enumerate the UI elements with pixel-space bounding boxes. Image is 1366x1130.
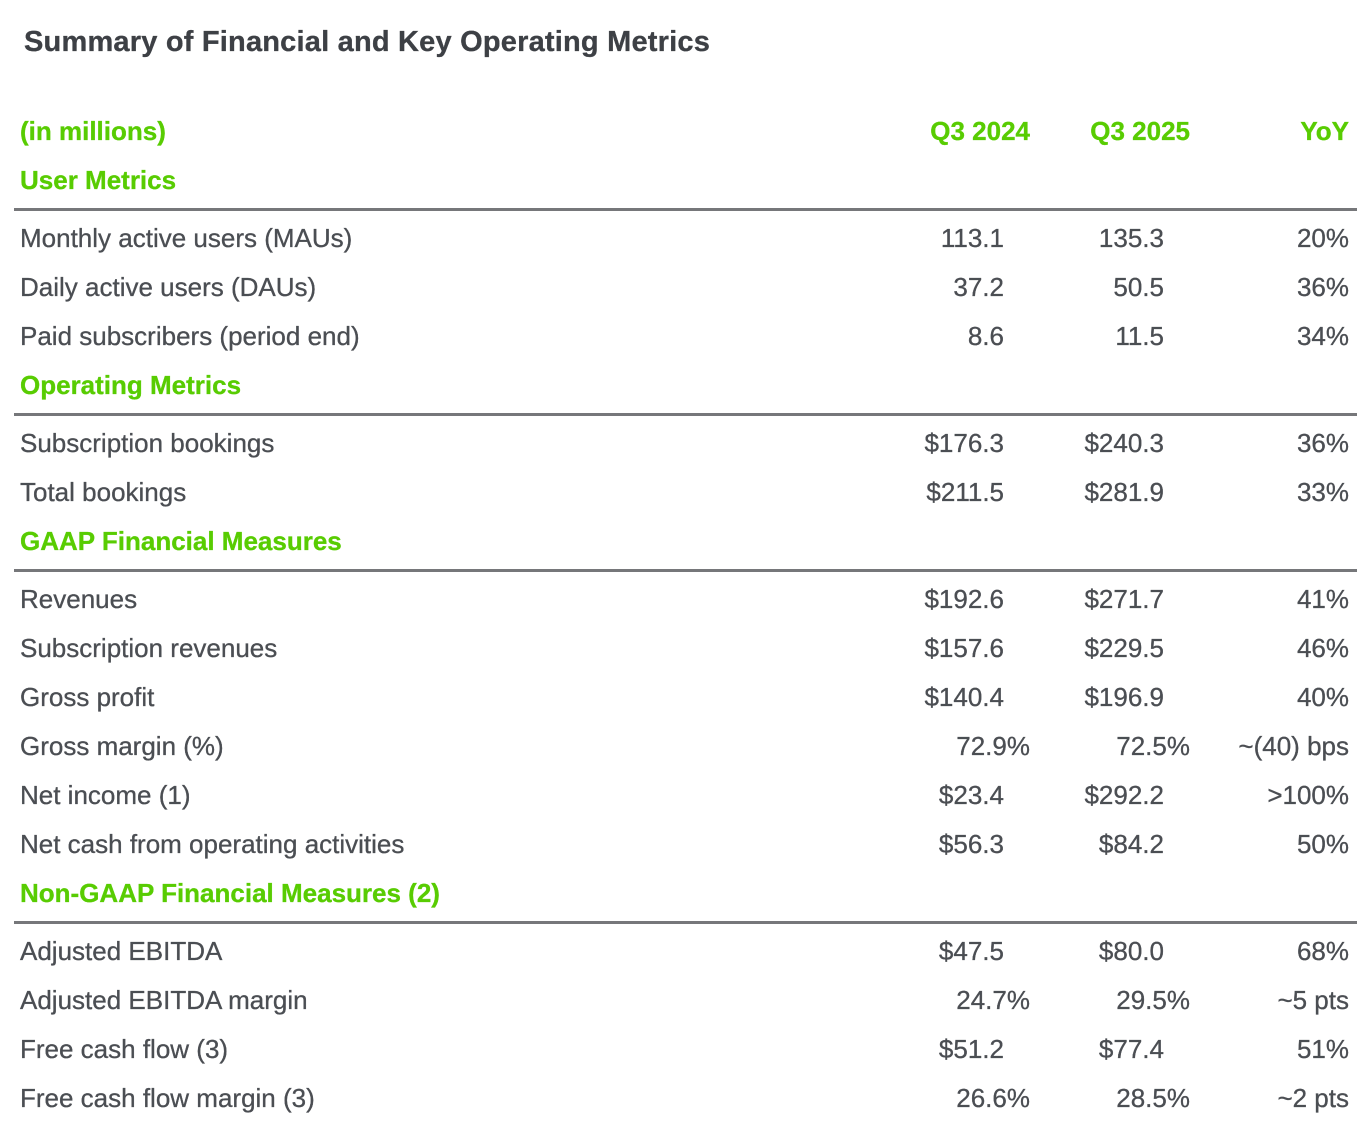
row-label: Subscription bookings	[20, 428, 275, 458]
row-label: Paid subscribers (period end)	[20, 321, 360, 351]
value-q3-2024: $192.6	[924, 584, 1004, 614]
row-label: Total bookings	[20, 477, 187, 507]
value-q3-2024: 37.2	[953, 272, 1004, 302]
value-q3-2024: 26.6%	[956, 1083, 1030, 1113]
row-label: Net cash from operating activities	[20, 829, 405, 859]
section-divider	[14, 921, 1357, 924]
value-yoy: >100%	[1267, 780, 1349, 810]
value-yoy: 36%	[1296, 428, 1349, 458]
table-row: Gross margin (%) 72.9% 72.5% ~(40) bps	[14, 722, 1357, 771]
value-q3-2025: 72.5%	[1116, 731, 1190, 761]
value-yoy: 51%	[1296, 1034, 1349, 1064]
section-divider	[14, 569, 1357, 572]
value-q3-2025: $292.2	[1084, 780, 1164, 810]
value-q3-2025: 135.3	[1098, 223, 1164, 253]
section-header-user-metrics: User Metrics	[14, 156, 1357, 205]
value-q3-2024: 72.9%	[956, 731, 1030, 761]
value-yoy: 36%	[1296, 272, 1349, 302]
table-row: Adjusted EBITDA margin 24.7% 29.5% ~5 pts	[14, 976, 1357, 1025]
table-row: Daily active users (DAUs) 37.2 50.5 36%	[14, 263, 1357, 312]
row-label: Revenues	[20, 584, 138, 614]
table-row: Net income (1) $23.4 $292.2 >100%	[14, 771, 1357, 820]
value-q3-2024: $47.5	[938, 936, 1004, 966]
value-yoy: 50%	[1296, 829, 1349, 859]
row-label: Subscription revenues	[20, 633, 278, 663]
section-divider	[14, 208, 1357, 211]
value-yoy: 20%	[1296, 223, 1349, 253]
value-yoy: 68%	[1296, 936, 1349, 966]
row-label: Gross profit	[20, 682, 155, 712]
table-row: Adjusted EBITDA $47.5 $80.0 68%	[14, 927, 1357, 976]
value-q3-2025: $271.7	[1084, 584, 1164, 614]
row-label: Free cash flow margin (3)	[20, 1083, 315, 1113]
table-row: Free cash flow margin (3) 26.6% 28.5% ~2 pt…	[14, 1074, 1357, 1123]
value-q3-2025: 50.5	[1113, 272, 1164, 302]
section-divider	[14, 413, 1357, 416]
table-row: Free cash flow (3) $51.2 $77.4 51%	[14, 1025, 1357, 1074]
value-q3-2025: $281.9	[1084, 477, 1164, 507]
value-yoy: ~2 pts	[1277, 1083, 1349, 1113]
table-row: Paid subscribers (period end) 8.6 11.5 34%	[14, 312, 1357, 361]
value-q3-2025: 28.5%	[1116, 1083, 1190, 1113]
page-title: Summary of Financial and Key Operating M…	[24, 26, 711, 58]
value-yoy: ~5 pts	[1277, 985, 1349, 1015]
value-q3-2025: $229.5	[1084, 633, 1164, 663]
col-header-yoy: YoY	[1300, 116, 1349, 146]
value-q3-2024: 24.7%	[956, 985, 1030, 1015]
row-label: Gross margin (%)	[20, 731, 224, 761]
section-title: Non-GAAP Financial Measures (2)	[20, 878, 440, 908]
col-header-q3-2025: Q3 2025	[1090, 116, 1190, 146]
value-q3-2024: $56.3	[938, 829, 1004, 859]
value-q3-2024: $140.4	[924, 682, 1004, 712]
table-row: Gross profit $140.4 $196.9 40%	[14, 673, 1357, 722]
table-row: Monthly active users (MAUs) 113.1 135.3 20%	[14, 214, 1357, 263]
section-header-non-gaap-financial-measures-2: Non-GAAP Financial Measures (2)	[14, 869, 1357, 918]
value-q3-2024: $211.5	[926, 477, 1004, 507]
value-q3-2024: 113.1	[940, 223, 1004, 253]
value-q3-2025: $77.4	[1098, 1034, 1164, 1064]
metrics-table: (in millions) Q3 2024 Q3 2025 YoY User M…	[14, 107, 1357, 1123]
table-body: User Metrics Monthly active users (MAUs) 1…	[14, 156, 1357, 1123]
value-q3-2025: $196.9	[1084, 682, 1164, 712]
value-q3-2024: $157.6	[924, 633, 1004, 663]
value-yoy: 41%	[1296, 584, 1349, 614]
row-label: Adjusted EBITDA	[20, 936, 223, 966]
value-q3-2025: 11.5	[1115, 321, 1164, 351]
value-q3-2024: $51.2	[938, 1034, 1004, 1064]
value-q3-2024: 8.6	[967, 321, 1004, 351]
value-yoy: 40%	[1296, 682, 1349, 712]
col-header-q3-2024: Q3 2024	[930, 116, 1030, 146]
units-label: (in millions)	[20, 116, 166, 146]
table-row: Net cash from operating activities $56.3 $…	[14, 820, 1357, 869]
value-q3-2025: 29.5%	[1116, 985, 1190, 1015]
value-yoy: 33%	[1296, 477, 1349, 507]
table-row: Subscription bookings $176.3 $240.3 36%	[14, 419, 1357, 468]
value-q3-2025: $84.2	[1098, 829, 1164, 859]
value-q3-2024: $23.4	[938, 780, 1004, 810]
section-title: GAAP Financial Measures	[20, 526, 342, 556]
value-q3-2025: $80.0	[1098, 936, 1164, 966]
section-header-operating-metrics: Operating Metrics	[14, 361, 1357, 410]
table-row: Total bookings $211.5 $281.9 33%	[14, 468, 1357, 517]
table-row: Revenues $192.6 $271.7 41%	[14, 575, 1357, 624]
table-row: Subscription revenues $157.6 $229.5 46%	[14, 624, 1357, 673]
value-yoy: ~(40) bps	[1238, 731, 1349, 761]
value-q3-2025: $240.3	[1084, 428, 1164, 458]
value-yoy: 46%	[1296, 633, 1349, 663]
row-label: Daily active users (DAUs)	[20, 272, 317, 302]
value-yoy: 34%	[1296, 321, 1349, 351]
section-title: User Metrics	[20, 165, 177, 195]
section-header-gaap-financial-measures: GAAP Financial Measures	[14, 517, 1357, 566]
section-title: Operating Metrics	[20, 370, 242, 400]
row-label: Free cash flow (3)	[20, 1034, 229, 1064]
row-label: Net income (1)	[20, 780, 191, 810]
value-q3-2024: $176.3	[924, 428, 1004, 458]
row-label: Adjusted EBITDA margin	[20, 985, 308, 1015]
table-header-row: (in millions) Q3 2024 Q3 2025 YoY	[14, 107, 1357, 156]
row-label: Monthly active users (MAUs)	[20, 223, 353, 253]
